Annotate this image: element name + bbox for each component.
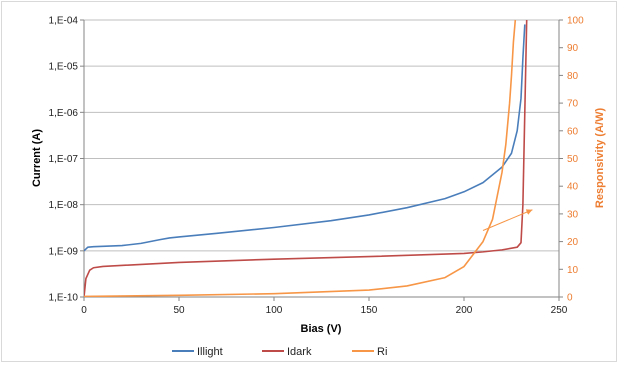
y2-tick-label: 90 — [567, 43, 579, 54]
y-tick-label: 1,E-05 — [49, 62, 79, 73]
series-line-ri — [84, 19, 517, 297]
arrow-to-right-axis — [482, 209, 533, 231]
series-line-illight — [84, 24, 526, 252]
y2-tick-label: 40 — [567, 182, 579, 193]
y-axis-title: Current (A) — [31, 129, 43, 187]
y-tick-label: 1,E-04 — [49, 16, 79, 27]
x-axis-title: Bias (V) — [301, 323, 342, 335]
series-line-idark — [84, 19, 528, 297]
y2-tick-label: 10 — [567, 265, 579, 276]
y-tick-label: 1,E-07 — [49, 154, 79, 165]
y2-tick-label: 70 — [567, 99, 579, 110]
grid-lines — [84, 19, 559, 252]
y2-tick-label: 20 — [567, 237, 579, 248]
series-group — [84, 19, 528, 297]
y-tick-label: 1,E-09 — [49, 246, 79, 257]
legend-item-idark: Idark — [262, 346, 312, 358]
y2-tick-label: 50 — [567, 154, 579, 165]
tick-labels: 1,E-04 1,E-05 1,E-06 1,E-07 1,E-08 1,E-09 1,E-… — [49, 16, 585, 317]
legend-item-illight: Illight — [172, 346, 223, 358]
x-tick-label: 150 — [361, 305, 378, 316]
x-tick-label: 250 — [551, 305, 568, 316]
y2-axis-title: Responsivity (A/W) — [594, 108, 606, 209]
legend-label: Illight — [197, 346, 223, 358]
legend: Illight Idark Ri — [172, 346, 387, 358]
y-tick-label: 1,E-06 — [49, 108, 79, 119]
annotation-arrow — [482, 209, 533, 231]
y2-tick-label: 30 — [567, 209, 579, 220]
y2-tick-label: 60 — [567, 126, 579, 137]
y-tick-label: 1,E-08 — [49, 200, 79, 211]
y2-tick-label: 0 — [567, 293, 573, 304]
y2-tick-label: 100 — [567, 16, 584, 27]
legend-label: Ri — [377, 346, 387, 358]
legend-item-ri: Ri — [352, 346, 387, 358]
x-tick-label: 200 — [456, 305, 473, 316]
y-tick-label: 1,E-10 — [49, 293, 79, 304]
x-tick-label: 50 — [173, 305, 185, 316]
x-tick-label: 100 — [266, 305, 283, 316]
axes — [80, 19, 563, 301]
x-tick-label: 0 — [81, 305, 87, 316]
legend-label: Idark — [287, 346, 312, 358]
y2-tick-label: 80 — [567, 71, 579, 82]
